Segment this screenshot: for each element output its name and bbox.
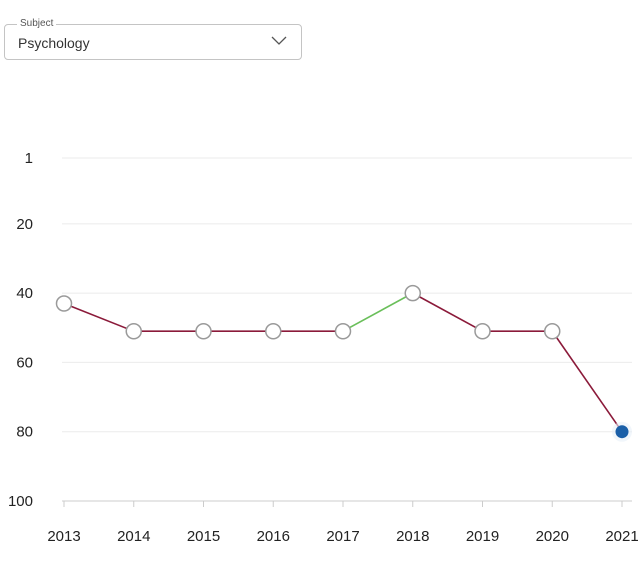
x-tick-label: 2013 (47, 528, 80, 545)
data-point[interactable] (125, 322, 142, 340)
x-axis-ticks: 2013 2014 2015 2016 2017 2018 2019 2020 2021 (47, 501, 639, 545)
y-tick-label: 100 (8, 493, 33, 510)
data-point[interactable] (265, 322, 282, 340)
x-tick-label: 2018 (396, 528, 429, 545)
current-data-point[interactable] (615, 425, 629, 439)
data-point[interactable] (195, 322, 212, 340)
y-tick-label: 20 (16, 216, 33, 233)
x-tick-label: 2020 (536, 528, 569, 545)
series-segment (412, 292, 483, 332)
data-point[interactable] (404, 284, 421, 302)
x-tick-label: 2016 (257, 528, 290, 545)
y-tick-label: 40 (16, 285, 33, 302)
subject-select-value: Psychology (18, 35, 90, 51)
y-tick-label: 80 (16, 424, 33, 441)
x-tick-label: 2015 (187, 528, 220, 545)
chart-series-points (55, 284, 632, 442)
x-tick-label: 2014 (117, 528, 150, 545)
chart-series-segments (63, 292, 623, 433)
series-segment (342, 292, 414, 332)
data-point[interactable] (55, 295, 73, 312)
data-point[interactable] (474, 322, 491, 340)
y-tick-label: 1 (25, 150, 33, 167)
series-segment (551, 330, 623, 433)
data-point[interactable] (334, 322, 352, 340)
subject-select-label: Subject (17, 17, 57, 31)
y-tick-label: 60 (16, 354, 33, 371)
data-point[interactable] (544, 322, 561, 340)
chevron-down-icon[interactable] (271, 36, 287, 46)
x-tick-label: 2019 (466, 528, 499, 545)
y-axis-ticks: 1 20 40 60 80 100 (8, 150, 33, 510)
subject-select[interactable]: Subject Psychology (4, 17, 302, 60)
series-segment (63, 302, 135, 332)
x-tick-label: 2021 (605, 528, 638, 545)
chart-gridlines (62, 157, 632, 502)
x-tick-label: 2017 (326, 528, 359, 545)
